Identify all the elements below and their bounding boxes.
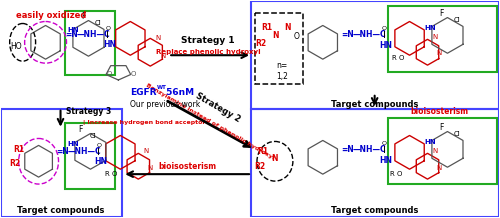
Text: =N: =N bbox=[342, 145, 354, 154]
Text: =N: =N bbox=[342, 30, 354, 39]
Text: N: N bbox=[432, 34, 438, 40]
Text: bioisosterism: bioisosterism bbox=[410, 107, 469, 116]
Text: O: O bbox=[106, 71, 112, 77]
Text: —NH—C: —NH—C bbox=[352, 145, 386, 154]
Bar bbox=[64, 11, 116, 75]
Text: O: O bbox=[382, 141, 386, 146]
Text: N: N bbox=[160, 53, 166, 59]
Text: Cl: Cl bbox=[90, 133, 96, 140]
Text: N: N bbox=[284, 23, 290, 32]
Bar bbox=[388, 118, 498, 184]
Text: Benzylamine instead of phenolic hydroxyl: Benzylamine instead of phenolic hydroxyl bbox=[145, 83, 275, 161]
Text: N: N bbox=[272, 31, 278, 40]
Text: R: R bbox=[390, 171, 394, 177]
Text: F: F bbox=[440, 9, 444, 18]
Text: O: O bbox=[96, 143, 102, 148]
Text: R1: R1 bbox=[257, 147, 268, 156]
Text: Cl: Cl bbox=[94, 19, 101, 26]
Text: O: O bbox=[396, 171, 402, 177]
Text: F: F bbox=[82, 12, 86, 21]
Text: Replace phenolic hydroxyl: Replace phenolic hydroxyl bbox=[156, 49, 260, 55]
Text: F: F bbox=[440, 123, 444, 132]
Text: Strategy 1: Strategy 1 bbox=[182, 36, 235, 45]
Bar bbox=[0, 109, 122, 217]
Text: 56nM: 56nM bbox=[163, 88, 194, 97]
Text: HN: HN bbox=[424, 26, 436, 31]
Text: Strategy 3: Strategy 3 bbox=[66, 107, 111, 116]
Text: R1: R1 bbox=[14, 145, 25, 154]
Text: HN: HN bbox=[94, 157, 108, 166]
Text: Target compounds: Target compounds bbox=[331, 206, 418, 215]
Text: —NH—C: —NH—C bbox=[352, 30, 386, 39]
Text: O: O bbox=[294, 32, 300, 41]
Text: R: R bbox=[392, 55, 396, 61]
Text: O: O bbox=[106, 26, 110, 31]
Text: 1,2: 1,2 bbox=[276, 72, 288, 80]
Text: —NH—C: —NH—C bbox=[76, 30, 110, 39]
Text: Target compounds: Target compounds bbox=[17, 206, 104, 215]
Bar bbox=[255, 13, 303, 84]
Text: N: N bbox=[144, 148, 148, 154]
Text: HN: HN bbox=[424, 140, 436, 145]
Text: O: O bbox=[112, 171, 117, 177]
Text: O: O bbox=[130, 71, 136, 77]
Text: Target compounds: Target compounds bbox=[331, 100, 418, 109]
Text: =N: =N bbox=[56, 147, 70, 156]
Text: O: O bbox=[382, 26, 386, 31]
Text: N: N bbox=[148, 165, 152, 171]
Text: —NH—C: —NH—C bbox=[68, 147, 101, 156]
Text: Cl: Cl bbox=[454, 17, 460, 22]
Text: R2: R2 bbox=[254, 162, 265, 171]
Text: easily oxidized: easily oxidized bbox=[16, 11, 86, 20]
Text: HN: HN bbox=[68, 27, 79, 33]
Text: N: N bbox=[271, 154, 278, 163]
Text: HO: HO bbox=[10, 42, 22, 51]
Text: WT: WT bbox=[158, 85, 167, 90]
Text: Our previous work: Our previous work bbox=[130, 100, 200, 109]
Text: N: N bbox=[156, 35, 160, 41]
Text: N: N bbox=[436, 165, 442, 171]
Text: N: N bbox=[432, 148, 438, 154]
Text: Strategy 2: Strategy 2 bbox=[194, 91, 242, 124]
Text: F: F bbox=[78, 125, 83, 134]
Text: n=: n= bbox=[276, 61, 287, 70]
Text: R2: R2 bbox=[10, 159, 21, 168]
Text: N: N bbox=[436, 50, 442, 56]
Text: R2: R2 bbox=[255, 39, 266, 48]
Bar bbox=[64, 123, 116, 189]
Bar bbox=[251, 1, 500, 109]
Text: HN: HN bbox=[104, 40, 117, 49]
Bar bbox=[388, 6, 498, 72]
Text: O: O bbox=[398, 55, 404, 61]
Text: R: R bbox=[104, 171, 109, 177]
Text: HN: HN bbox=[380, 156, 392, 165]
Bar bbox=[251, 109, 500, 217]
Text: | Increase hydrogen bond acceptors: | Increase hydrogen bond acceptors bbox=[84, 120, 210, 125]
Text: bioisosterism: bioisosterism bbox=[158, 162, 216, 171]
Text: Cl: Cl bbox=[454, 131, 460, 136]
Text: EGFR: EGFR bbox=[130, 88, 157, 97]
Text: HN: HN bbox=[380, 41, 392, 50]
Text: =N: =N bbox=[66, 30, 78, 39]
Text: R1: R1 bbox=[261, 23, 272, 32]
Text: HN: HN bbox=[68, 141, 79, 147]
